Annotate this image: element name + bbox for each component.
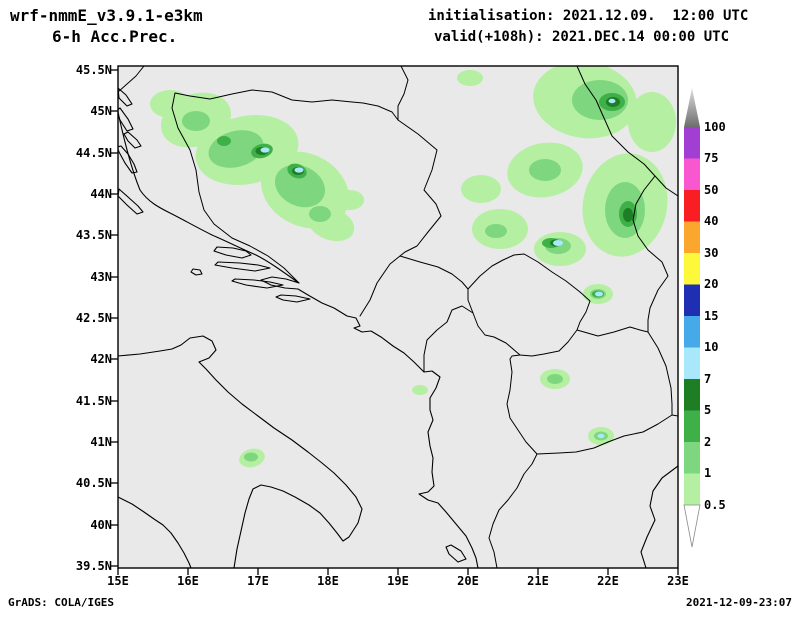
- lon-tick-label: 15E: [107, 574, 129, 588]
- colorbar-tick-label: 50: [704, 183, 719, 197]
- colorbar-tick-label: 10: [704, 340, 719, 354]
- model-title: wrf-nmmE_v3.9.1-e3km: [10, 6, 203, 25]
- colorbar-tick-label: 100: [704, 120, 726, 134]
- lat-tick-label: 43N: [90, 270, 112, 284]
- lon-tick-label: 21E: [527, 574, 549, 588]
- map-clipped-content: [118, 66, 678, 568]
- colorbar-tick-label: 7: [704, 372, 712, 386]
- colorbar-strip: [683, 88, 701, 548]
- colorbar-under-cap: [683, 504, 701, 548]
- coastlines: [118, 87, 678, 568]
- y-axis-ticks: [111, 69, 118, 567]
- lon-tick-label: 23E: [667, 574, 689, 588]
- lat-tick-label: 41N: [90, 435, 112, 449]
- lat-tick-label: 40.5N: [75, 476, 112, 490]
- lat-tick-label: 39.5N: [75, 559, 112, 573]
- lon-tick-label: 17E: [247, 574, 269, 588]
- colorbar-tick-label: 30: [704, 246, 719, 260]
- lat-tick-label: 42N: [90, 352, 112, 366]
- valid-line: valid(+108h): 2021.DEC.14 00:00 UTC: [434, 29, 730, 45]
- lat-tick-label: 44N: [90, 187, 112, 201]
- lat-tick-label: 40N: [90, 518, 112, 532]
- initialisation-line: initialisation: 2021.12.09. 12:00 UTC: [428, 8, 749, 24]
- product-title: 6-h Acc.Prec.: [52, 27, 178, 46]
- lat-tick-label: 45.5N: [75, 63, 112, 77]
- colorbar-tick-label: 0.5: [704, 498, 726, 512]
- colorbar-tick-label: 20: [704, 277, 719, 291]
- lon-tick-label: 22E: [597, 574, 619, 588]
- colorbar-tick-label: 2: [704, 435, 712, 449]
- lon-tick-label: 19E: [387, 574, 409, 588]
- colorbar-tick-label: 15: [704, 309, 719, 323]
- x-axis-ticks: [117, 568, 679, 575]
- lat-tick-label: 43.5N: [75, 228, 112, 242]
- lon-tick-label: 18E: [317, 574, 339, 588]
- lon-tick-label: 20E: [457, 574, 479, 588]
- lat-tick-label: 44.5N: [75, 146, 112, 160]
- lat-tick-label: 41.5N: [75, 394, 112, 408]
- creation-timestamp: 2021-12-09-23:07: [686, 596, 792, 609]
- lat-tick-label: 45N: [90, 104, 112, 118]
- lon-tick-label: 16E: [177, 574, 199, 588]
- colorbar-tick-label: 40: [704, 214, 719, 228]
- colorbar-tick-label: 1: [704, 466, 712, 480]
- grads-credit: GrADS: COLA/IGES: [8, 596, 114, 609]
- colorbar-tick-label: 5: [704, 403, 712, 417]
- colorbar-over-cap: [684, 88, 700, 127]
- colorbar-tick-label: 75: [704, 151, 719, 165]
- precip-level-7-layer: [260, 98, 616, 439]
- lat-tick-label: 42.5N: [75, 311, 112, 325]
- country-borders: [118, 66, 678, 568]
